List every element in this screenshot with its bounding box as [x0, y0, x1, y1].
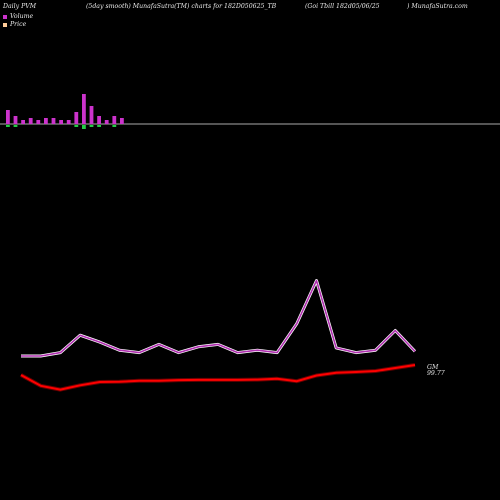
price-swatch-icon	[3, 22, 7, 27]
volume-bar-up	[44, 118, 48, 124]
end-label-value: 99.77	[427, 370, 445, 377]
volume-bar-up	[59, 120, 63, 124]
legend-price-label: Price	[10, 21, 27, 28]
volume-bar-up	[97, 116, 101, 124]
volume-bar-up	[120, 118, 124, 124]
volume-bar-down	[6, 125, 10, 127]
volume-bar-up	[89, 106, 94, 124]
site-name: ) MunafaSutra.com	[407, 3, 468, 10]
volume-bar-up	[6, 110, 10, 124]
volume-bar-up	[13, 116, 18, 124]
legend-volume: Volume	[3, 13, 33, 20]
volume-bar-up	[82, 94, 86, 124]
security-name: (Goi Tbill 182d05/06/25	[305, 3, 380, 10]
volume-bar-up	[28, 118, 33, 124]
volume-bar-down	[74, 125, 79, 127]
legend-price: Price	[3, 21, 26, 28]
volume-bar-up	[21, 120, 25, 124]
volume-swatch-icon	[3, 14, 7, 19]
volume-bar-down	[82, 125, 86, 129]
legend-volume-label: Volume	[10, 13, 34, 20]
volume-bar-up	[51, 118, 56, 124]
price-line	[20, 364, 416, 391]
volume-bar-up	[74, 112, 79, 124]
pvm-line	[21, 279, 416, 357]
volume-bar-up	[104, 120, 109, 124]
chart-title: (5day smooth) MunafaSutra(TM) charts for…	[86, 3, 277, 10]
volume-bar-up	[112, 116, 117, 124]
chart-type-label: Daily PVM	[3, 3, 37, 10]
end-label-name: GM	[427, 364, 439, 371]
volume-bar-down	[112, 125, 117, 127]
volume-bar-down	[97, 125, 101, 127]
volume-bar-down	[13, 125, 18, 127]
volume-bar-down	[89, 125, 94, 127]
volume-bar-up	[66, 120, 71, 124]
volume-bar-up	[36, 120, 41, 124]
